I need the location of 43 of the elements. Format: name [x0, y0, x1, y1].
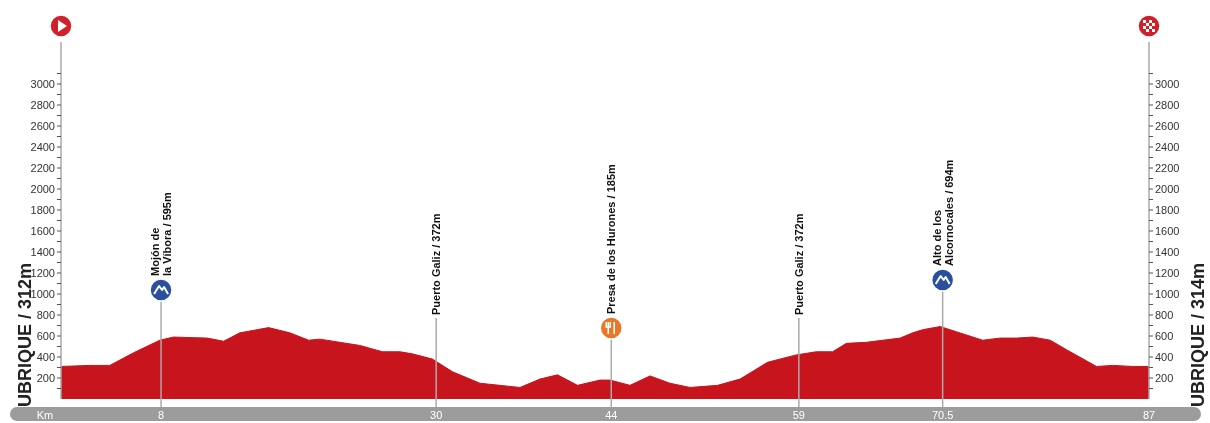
y2-axis-title: UBRIQUE / 314m: [1188, 262, 1208, 407]
x-tick-label: 8: [157, 409, 165, 421]
y-tick-label: 800: [36, 308, 55, 321]
y-tick-label: 1400: [30, 245, 55, 258]
y-tick-label: 2800: [30, 98, 55, 111]
y2-tick-label: 1800: [1155, 203, 1180, 216]
x-tick-label: 70.5: [931, 409, 954, 421]
y-tick-label: 3000: [30, 77, 55, 90]
y2-tick-label: 1000: [1155, 287, 1180, 300]
x-tick-label: 87: [1142, 409, 1156, 421]
y-tick-label: 400: [36, 350, 55, 363]
ref-line-label: Presa de los Hurones / 185m: [605, 163, 618, 314]
y-tick-label: 2000: [30, 182, 55, 195]
x-tick-label: 30: [430, 409, 443, 421]
y-tick-label: 2600: [30, 119, 55, 132]
ref-line-label: Alto de los Alcornocales / 694m: [930, 159, 955, 266]
y2-tick-label: 1600: [1155, 224, 1180, 237]
y-tick-label: 600: [36, 329, 55, 342]
y2-tick-label: 2000: [1155, 182, 1180, 195]
y2-tick-label: 1200: [1155, 266, 1180, 279]
y2-tick-label: 800: [1155, 308, 1174, 321]
x-tick-label: 44: [605, 409, 618, 421]
y-tick-label: 1800: [30, 203, 55, 216]
x-tick-label: 59: [792, 409, 805, 421]
y2-tick-label: 2200: [1155, 161, 1180, 174]
y-tick-label: 2400: [30, 140, 55, 153]
ref-line-label: Puerto Galiz / 372m: [430, 213, 443, 315]
y2-tick-label: 2400: [1155, 140, 1180, 153]
y2-tick-label: 2600: [1155, 119, 1180, 132]
y2-tick-label: 200: [1155, 371, 1174, 384]
y2-tick-label: 600: [1155, 329, 1174, 342]
x-axis-title: Km: [36, 409, 54, 421]
y-tick-label: 2200: [30, 161, 55, 174]
ref-line-label: Puerto Galiz / 372m: [792, 213, 805, 315]
y-tick-label: 1000: [30, 287, 55, 300]
y-tick-label: 1200: [30, 266, 55, 279]
y-tick-label: 200: [36, 371, 55, 384]
y-tick-label: 1600: [30, 224, 55, 237]
ref-line-label: Mojón de la Víbora / 595m: [149, 192, 174, 276]
y2-tick-label: 400: [1155, 350, 1174, 363]
y2-tick-label: 3000: [1155, 77, 1180, 90]
y2-tick-label: 2800: [1155, 98, 1180, 111]
y2-tick-label: 1400: [1155, 245, 1180, 258]
